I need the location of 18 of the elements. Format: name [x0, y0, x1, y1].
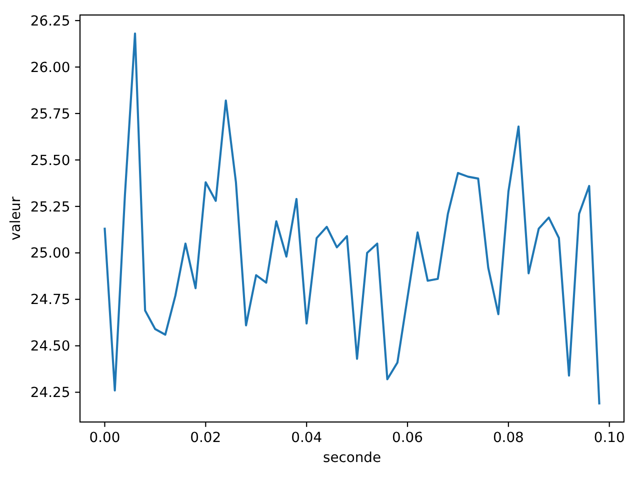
y-tick-label: 24.25 [30, 385, 70, 402]
y-tick-label: 25.00 [30, 246, 70, 262]
x-tick-label: 0.06 [392, 430, 423, 446]
y-tick-label: 25.50 [30, 152, 70, 169]
y-tick-label: 24.75 [30, 292, 70, 308]
y-tick-label: 25.25 [30, 199, 70, 216]
x-axis-title: seconde [322, 450, 382, 466]
y-tick-label: 24.50 [30, 338, 70, 355]
x-tick-label: 0.10 [594, 430, 625, 446]
y-axis-title: valeur [8, 196, 24, 240]
line-series [104, 32, 600, 404]
y-tick-label: 26.00 [30, 60, 70, 76]
x-tick-label: 0.00 [89, 430, 120, 446]
x-tick-label: 0.04 [291, 430, 322, 446]
x-tick-label: 0.02 [190, 430, 222, 446]
y-tick-label: 25.75 [30, 106, 70, 122]
y-tick-label: 26.25 [30, 13, 70, 30]
x-tick-label: 0.08 [492, 430, 524, 446]
